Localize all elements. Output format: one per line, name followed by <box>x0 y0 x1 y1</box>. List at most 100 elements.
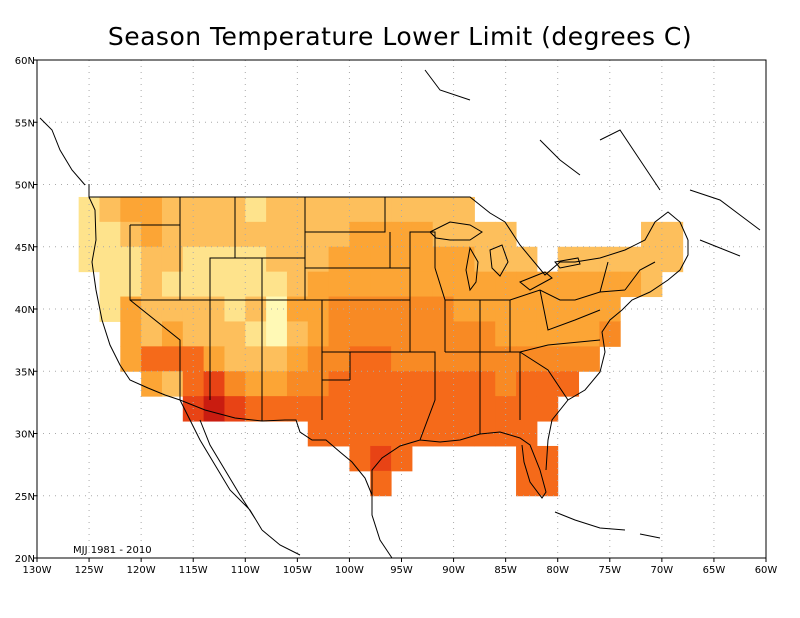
heatmap-cell <box>661 221 684 248</box>
heatmap-cell <box>349 346 371 372</box>
heatmap-cell <box>161 246 184 273</box>
heatmap-cell <box>307 346 330 372</box>
mexico-coast <box>261 495 393 559</box>
heatmap-cell <box>432 421 455 447</box>
heatmap-cell <box>536 396 559 422</box>
heatmap-cell <box>453 321 475 347</box>
heatmap-cell <box>432 246 455 273</box>
heatmap-cell <box>286 321 309 347</box>
heatmap-cell <box>516 396 538 422</box>
y-tick-label: 40N <box>15 305 35 316</box>
heatmap-cell <box>641 271 663 298</box>
y-tick-label: 20N <box>15 554 35 565</box>
heatmap-cell <box>536 346 559 372</box>
heatmap-cell <box>516 421 538 447</box>
heatmap-cell <box>266 296 288 322</box>
heatmap-cell <box>432 371 455 397</box>
heatmap-cell <box>307 221 330 248</box>
heatmap-cell <box>182 321 205 347</box>
heatmap-cell <box>307 371 330 397</box>
heatmap-cell <box>120 296 142 322</box>
heatmap-cell <box>370 221 392 248</box>
heatmap-cell <box>182 346 205 372</box>
heatmap-cell <box>182 196 205 223</box>
heatmap-cell <box>266 321 288 347</box>
y-tick-label: 35N <box>15 367 35 378</box>
heatmap-cell <box>307 196 330 223</box>
heatmap-cell <box>370 246 392 273</box>
x-axis-ticks: 130W 125W 120W 115W 110W 105W 100W 95W 90W 85W 80W… <box>23 558 778 576</box>
heatmap-cell <box>307 321 330 347</box>
heatmap-cell <box>203 396 225 422</box>
heatmap-cell <box>120 196 142 223</box>
heatmap-cell <box>516 445 538 472</box>
heatmap-cell <box>453 296 475 322</box>
heatmap-cell <box>453 221 475 248</box>
heatmap-cell <box>474 321 496 347</box>
heatmap-cell <box>391 271 413 298</box>
x-tick-label: 130W <box>23 565 52 576</box>
heatmap-cell <box>307 296 330 322</box>
heatmap-cell <box>307 271 330 298</box>
heatmap-cell <box>370 371 392 397</box>
heatmap-cell <box>370 470 392 497</box>
heatmap-cell <box>266 246 288 273</box>
gulf-coastline <box>371 431 547 499</box>
heatmap-cell <box>474 221 496 248</box>
heatmap-cell <box>578 271 600 298</box>
x-tick-label: 85W <box>494 565 517 576</box>
heatmap-cell <box>495 371 517 397</box>
heatmap-cell <box>203 196 225 223</box>
heatmap-cell <box>161 196 184 223</box>
heatmap-cell <box>349 396 371 422</box>
heatmap-cell <box>557 271 580 298</box>
heatmap-cell <box>328 221 350 248</box>
heatmap-cell <box>411 296 434 322</box>
heatmap-cell <box>141 196 163 223</box>
heatmap-cell <box>99 271 121 298</box>
heatmap-cell <box>78 196 100 223</box>
heatmap-cell <box>349 321 371 347</box>
heatmap-cell <box>391 196 413 223</box>
heatmap-cell <box>328 396 350 422</box>
heatmap-cell <box>203 246 225 273</box>
heatmap-cell <box>120 271 142 298</box>
heatmap-cell <box>328 271 350 298</box>
x-tick-label: 120W <box>127 565 156 576</box>
heatmap-cell <box>182 271 205 298</box>
heatmap-cell <box>328 346 350 372</box>
geographic-lines <box>39 69 761 559</box>
heatmap-cell <box>224 346 246 372</box>
heatmap-cell <box>557 346 580 372</box>
heatmap-cell <box>266 196 288 223</box>
heatmap-cell <box>349 246 371 273</box>
heatmap-cell <box>245 271 267 298</box>
map-title: Season Temperature Lower Limit (degrees … <box>107 22 693 51</box>
heatmap-cell <box>286 296 309 322</box>
heatmap-cell <box>141 221 163 248</box>
heatmap-cell <box>411 271 434 298</box>
heatmap-cell <box>349 196 371 223</box>
heatmap-cell <box>245 346 267 372</box>
heatmap-cell <box>266 396 288 422</box>
heatmap-cell <box>557 321 580 347</box>
heatmap-cell <box>141 246 163 273</box>
heatmap-cell <box>557 296 580 322</box>
heatmap-cell <box>349 271 371 298</box>
heatmap-cell <box>224 321 246 347</box>
x-tick-label: 60W <box>755 565 778 576</box>
x-tick-label: 100W <box>335 565 364 576</box>
x-tick-label: 125W <box>75 565 104 576</box>
heatmap-cell <box>161 271 184 298</box>
y-tick-label: 45N <box>15 243 35 254</box>
heatmap-cell <box>599 271 621 298</box>
heatmap-cell <box>516 321 538 347</box>
heatmap-cell <box>141 321 163 347</box>
heatmap-cell <box>391 445 413 472</box>
heatmap-cell <box>411 221 434 248</box>
heatmap-cell <box>516 271 538 298</box>
heatmap-cell <box>474 371 496 397</box>
state-lines-east <box>509 261 656 401</box>
x-tick-label: 65W <box>703 565 726 576</box>
heatmap-cell <box>349 445 371 472</box>
